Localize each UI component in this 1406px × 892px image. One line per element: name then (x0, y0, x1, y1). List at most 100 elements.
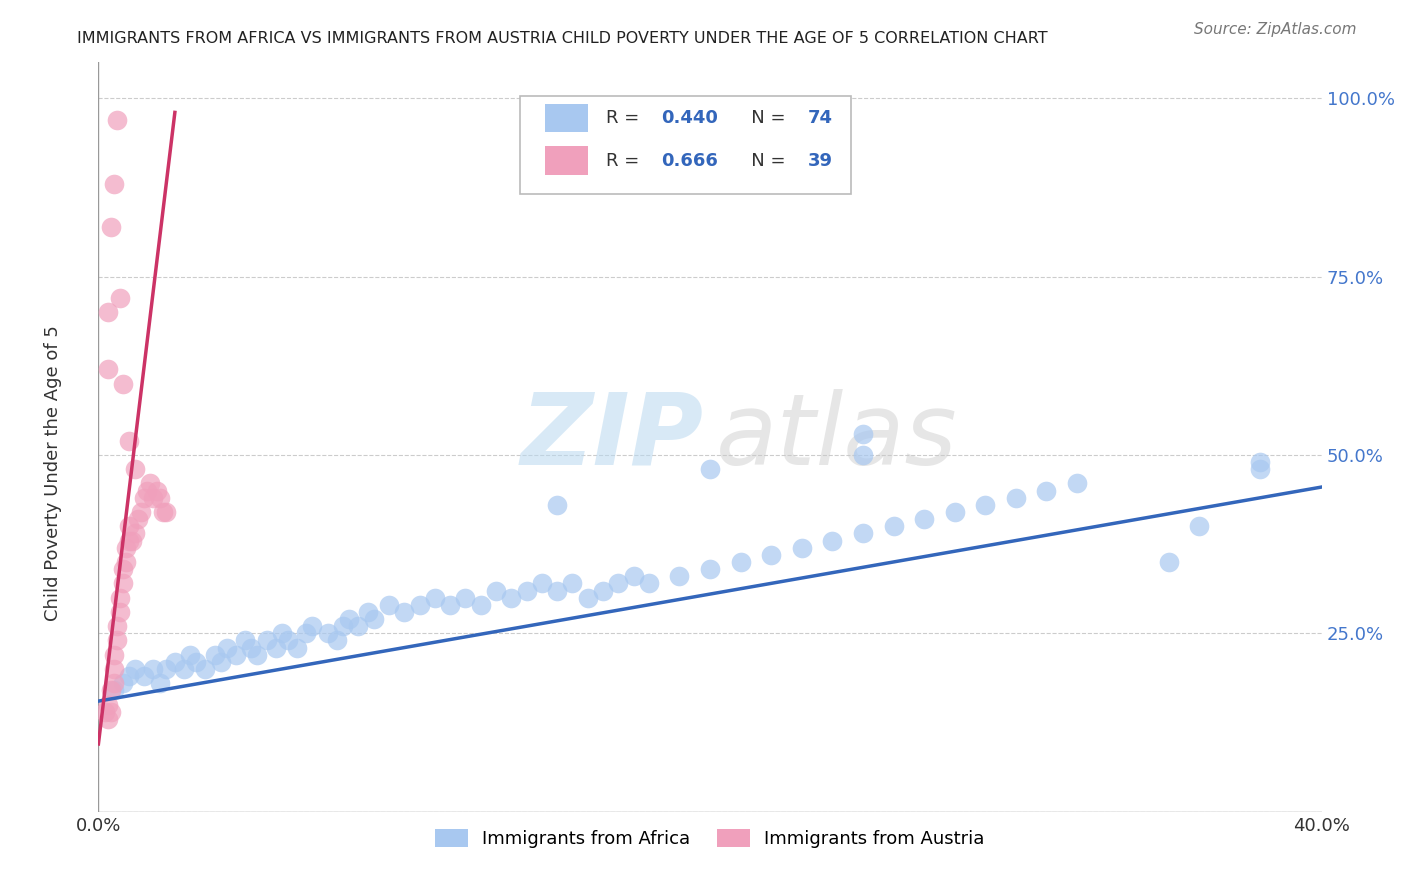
Point (316, 626, 339, 640)
Text: Source: ZipAtlas.com: Source: ZipAtlas.com (1194, 22, 1357, 37)
Point (118, 519, 141, 533)
Text: ZIP: ZIP (520, 389, 704, 485)
Point (97, 362, 120, 376)
Point (225, 648, 247, 662)
Point (790, 541, 813, 555)
Point (118, 669, 141, 683)
Point (270, 626, 292, 640)
Point (124, 526, 146, 541)
Point (546, 498, 568, 512)
Point (103, 177, 125, 191)
Point (332, 619, 354, 633)
Point (356, 605, 378, 619)
Point (943, 505, 966, 519)
Point (100, 705, 122, 719)
Point (378, 598, 401, 612)
Point (136, 483, 159, 498)
Point (852, 448, 875, 462)
Point (883, 519, 905, 533)
Text: atlas: atlas (716, 389, 957, 485)
Point (1249, 462, 1271, 476)
Point (108, 291, 131, 305)
Text: R =: R = (606, 152, 645, 169)
Point (111, 576, 134, 591)
Point (623, 569, 645, 583)
Point (470, 598, 492, 612)
Point (1157, 555, 1180, 569)
Point (637, 576, 661, 591)
Point (118, 434, 141, 448)
Point (285, 640, 308, 655)
Point (209, 655, 232, 669)
Point (149, 676, 172, 690)
Point (105, 619, 128, 633)
Point (108, 591, 131, 605)
Point (100, 219, 122, 234)
Point (118, 533, 141, 548)
Point (134, 669, 156, 683)
Point (152, 505, 174, 519)
Point (501, 591, 523, 605)
Text: R =: R = (606, 109, 645, 127)
Point (115, 541, 138, 555)
Point (127, 512, 149, 526)
Point (974, 498, 997, 512)
Bar (546, 146, 588, 175)
Bar (546, 103, 588, 132)
Point (240, 640, 263, 655)
Text: 39: 39 (808, 152, 832, 169)
Point (103, 648, 125, 662)
Point (111, 376, 134, 391)
Point (124, 662, 146, 676)
Point (408, 598, 430, 612)
Point (149, 491, 172, 505)
Text: 0.440: 0.440 (661, 109, 718, 127)
Point (699, 462, 721, 476)
Point (607, 576, 630, 591)
Point (215, 640, 238, 655)
Point (576, 591, 599, 605)
Point (204, 648, 226, 662)
Point (103, 662, 125, 676)
Point (93, 705, 115, 719)
Point (1004, 491, 1026, 505)
Point (326, 633, 349, 648)
FancyBboxPatch shape (520, 96, 851, 194)
Point (295, 626, 318, 640)
Text: 74: 74 (808, 109, 832, 127)
Point (1188, 519, 1211, 533)
Point (592, 583, 614, 598)
Point (1035, 483, 1057, 498)
Point (129, 505, 152, 519)
Text: N =: N = (734, 109, 792, 127)
Point (155, 662, 177, 676)
Point (179, 648, 201, 662)
Point (546, 583, 568, 598)
Point (530, 576, 553, 591)
Point (139, 476, 162, 491)
Point (730, 555, 752, 569)
Point (392, 605, 416, 619)
Point (97, 712, 120, 726)
Point (100, 683, 122, 698)
Text: 0.666: 0.666 (661, 152, 718, 169)
Point (155, 505, 177, 519)
Point (256, 633, 278, 648)
Point (439, 598, 461, 612)
Point (363, 612, 385, 626)
Point (347, 619, 370, 633)
Point (485, 583, 508, 598)
Point (668, 569, 690, 583)
Legend: Immigrants from Africa, Immigrants from Austria: Immigrants from Africa, Immigrants from … (427, 822, 993, 855)
Point (115, 555, 138, 569)
Point (145, 483, 167, 498)
Point (852, 426, 875, 441)
Point (264, 640, 287, 655)
Point (246, 648, 269, 662)
Point (105, 633, 128, 648)
Point (1066, 476, 1088, 491)
Point (186, 655, 208, 669)
Point (1249, 455, 1271, 469)
Point (337, 612, 360, 626)
Point (103, 676, 125, 690)
